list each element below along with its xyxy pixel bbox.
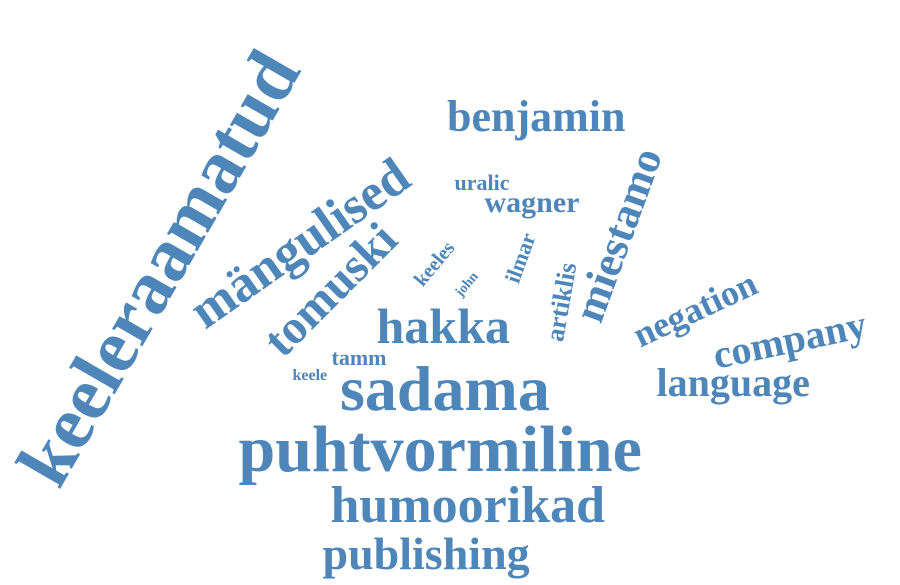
word-keele: keele [292,367,328,384]
word-keeles: keeles [409,237,459,291]
word-sadama: sadama [340,353,550,424]
word-publishing: publishing [322,528,530,579]
word-miestamo: miestamo [563,141,672,329]
word-tamm: tamm [331,345,387,370]
word-wagner: wagner [484,186,580,219]
word-language: language [656,360,810,405]
word-uralic: uralic [454,170,510,195]
word-puhtvormiline: puhtvormiline [238,413,642,486]
word-ilmar: ilmar [499,229,541,287]
word-john: john [452,269,482,300]
word-artiklis: artiklis [539,260,582,344]
word-humoorikad: humoorikad [330,477,606,534]
word-benjamin: benjamin [447,92,626,141]
word-hakka: hakka [376,298,510,354]
